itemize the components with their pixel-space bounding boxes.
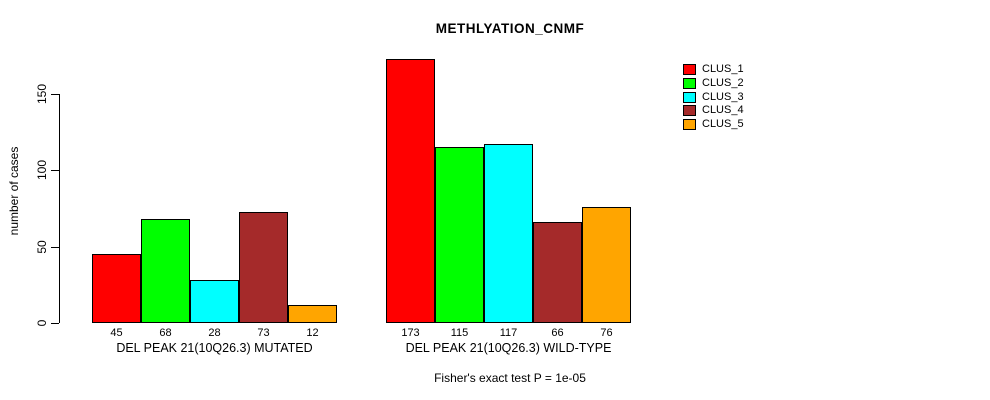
y-axis-tick-label: 0 [35, 319, 49, 327]
bar-clus_4 [239, 212, 288, 323]
bar-clus_2 [141, 219, 190, 323]
bar-value-label: 66 [551, 327, 564, 339]
legend-row: CLUS_1 [683, 63, 744, 77]
bar-clus_1 [386, 59, 435, 323]
y-axis-tick-label: 50 [35, 239, 49, 254]
bar-value-label: 76 [600, 327, 613, 339]
bar-clus_1 [92, 254, 141, 323]
y-axis-tick-label: 100 [35, 160, 49, 181]
bar-clus_4 [533, 222, 582, 323]
legend-label: CLUS_1 [702, 63, 744, 76]
bar-value-label: 117 [499, 327, 518, 339]
bar-clus_5 [288, 305, 337, 323]
y-axis-label: number of cases [7, 146, 21, 236]
bar-value-label: 45 [110, 327, 123, 339]
y-axis-tick [51, 94, 59, 95]
legend-row: CLUS_2 [683, 77, 744, 91]
bar-value-label: 73 [257, 327, 270, 339]
bar-value-label: 28 [208, 327, 221, 339]
y-axis-tick [51, 323, 59, 324]
y-axis-tick [51, 246, 59, 248]
bar-clus_2 [435, 147, 484, 323]
group-label: DEL PEAK 21(10Q26.3) WILD-TYPE [405, 341, 612, 355]
bar-value-label: 68 [159, 327, 172, 339]
legend-label: CLUS_2 [702, 77, 744, 90]
y-axis-tick-label: 150 [35, 83, 49, 105]
legend-row: CLUS_4 [683, 104, 744, 118]
legend-swatch-icon [683, 78, 696, 90]
legend-label: CLUS_5 [702, 118, 744, 131]
bar-clus_3 [484, 144, 533, 323]
legend-row: CLUS_5 [683, 118, 744, 132]
group-label: DEL PEAK 21(10Q26.3) MUTATED [116, 341, 313, 355]
bar-clus_5 [582, 207, 631, 323]
y-axis-line [59, 94, 60, 323]
legend-label: CLUS_4 [702, 104, 744, 117]
legend: CLUS_1 CLUS_2 CLUS_3 CLUS_4 CLUS_5 [683, 63, 744, 131]
fisher-test-note: Fisher's exact test P = 1e-05 [434, 371, 586, 385]
legend-swatch-icon [683, 64, 696, 76]
legend-swatch-icon [683, 105, 696, 117]
chart-title: METHLYATION_CNMF [435, 21, 585, 36]
bar-value-label: 12 [306, 327, 319, 339]
legend-label: CLUS_3 [702, 90, 744, 103]
bar-clus_3 [190, 280, 239, 323]
legend-swatch-icon [683, 91, 696, 103]
legend-row: CLUS_3 [683, 90, 744, 104]
legend-swatch-icon [683, 119, 696, 131]
bar-value-label: 115 [450, 327, 469, 339]
y-axis-tick [51, 170, 59, 172]
bar-value-label: 173 [401, 327, 420, 339]
